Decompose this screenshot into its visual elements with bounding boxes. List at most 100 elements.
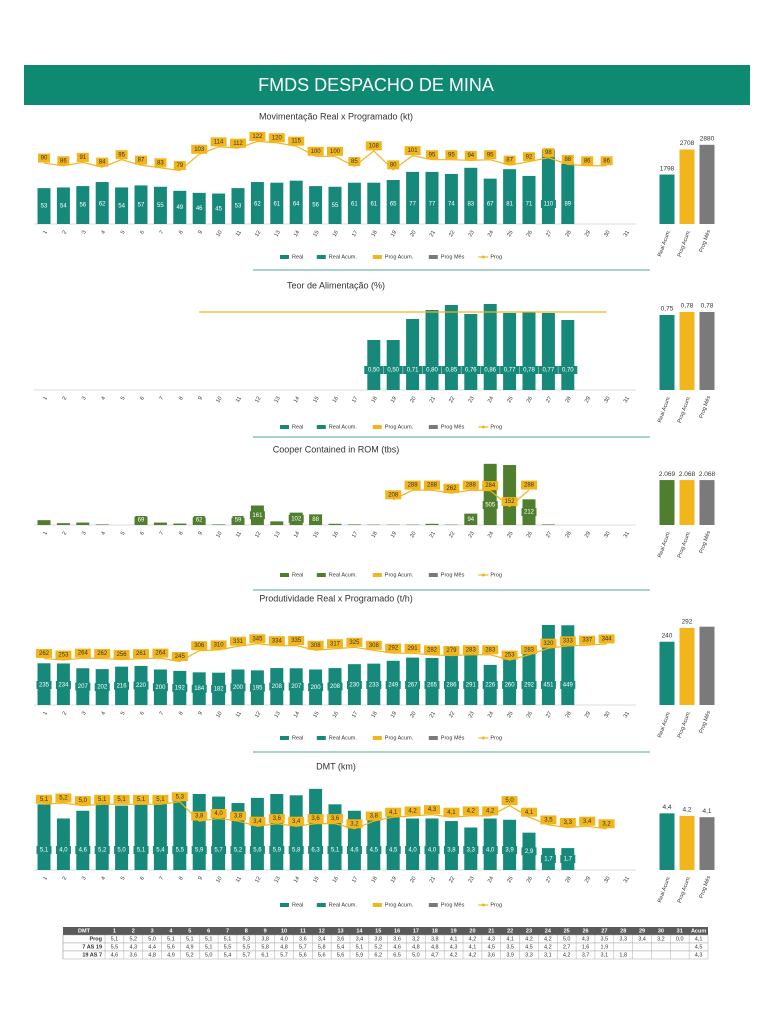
bar-label-bg — [558, 366, 578, 374]
summary-category: Prog Mês — [699, 710, 713, 734]
prog-label-bg — [365, 640, 382, 650]
bar-label-bg — [422, 366, 442, 374]
prog-label: 292 — [388, 646, 399, 652]
table-cell: 4,2 — [544, 944, 552, 950]
prog-label-bg — [154, 158, 167, 168]
bar-label-bg — [405, 681, 421, 689]
bar-label-bg — [327, 682, 343, 691]
summary-category: Prog Mês — [699, 875, 713, 899]
table-cell: 3,5 — [601, 936, 609, 942]
prog-label-bg — [464, 150, 477, 160]
bar-label-bg — [55, 681, 71, 689]
x-tick-label: 27 — [545, 396, 553, 404]
prog-label-bg — [385, 807, 402, 817]
bar-label: 4,0 — [486, 848, 495, 854]
bar-label: 200 — [155, 685, 166, 691]
x-tick-label: 7 — [159, 396, 166, 402]
x-tick-label: 7 — [159, 876, 166, 882]
bar-label-bg — [288, 682, 304, 691]
bar-label-bg — [502, 681, 518, 689]
bar-label-bg — [75, 682, 91, 691]
legend-swatch — [372, 573, 382, 577]
prog-label: 120 — [272, 135, 283, 141]
legend-label: Prog — [490, 254, 502, 260]
table-cell: 3,1 — [601, 952, 609, 958]
prog-label: 84 — [99, 160, 106, 166]
bar-label: 56 — [312, 203, 319, 209]
bar-label-bg — [346, 846, 362, 854]
bar-label-bg — [445, 200, 457, 208]
x-tick-label: 3 — [81, 230, 88, 236]
prog-label: 279 — [446, 648, 457, 654]
table-cell: 4,5 — [695, 944, 703, 950]
bar-label: 212 — [524, 510, 535, 516]
table-cell: 5,1 — [205, 944, 213, 950]
bar — [541, 624, 555, 705]
prog-label-bg — [501, 650, 518, 660]
summary-category: Real Acum. — [657, 875, 672, 904]
table-cell: 3,3 — [525, 952, 533, 958]
bar-label: 5,9 — [273, 848, 282, 854]
bar-label: 233 — [369, 683, 380, 689]
x-tick-label: 25 — [506, 876, 514, 884]
prog-label: 5,3 — [176, 794, 185, 800]
bar-label: 1,7 — [564, 857, 573, 863]
x-tick-label: 20 — [409, 230, 417, 238]
bar-label-bg — [424, 846, 440, 854]
x-tick-label: 20 — [409, 876, 417, 884]
x-tick-label: 17 — [351, 531, 359, 539]
x-tick-label: 17 — [351, 396, 359, 404]
bar-label-bg — [36, 681, 52, 689]
table-header-cell: 24 — [545, 928, 552, 934]
prog-label: 3,3 — [564, 820, 573, 826]
legend-swatch — [428, 736, 438, 740]
bar-label-bg — [329, 201, 341, 210]
x-tick-label: 25 — [506, 230, 514, 238]
bar-label: 291 — [466, 683, 477, 689]
table-cell: 4,8 — [431, 944, 439, 950]
summary-label: 2.068 — [699, 471, 716, 478]
x-tick-label: 30 — [603, 230, 611, 238]
x-tick-label: 26 — [526, 396, 534, 404]
prog-label: 291 — [408, 646, 419, 652]
x-tick-label: 19 — [390, 876, 398, 884]
prog-label-bg — [559, 818, 576, 827]
x-tick-label: 13 — [274, 711, 282, 719]
prog-label: 103 — [194, 147, 205, 153]
table-cell: 5,0 — [148, 936, 156, 942]
bar-label-bg — [133, 681, 149, 690]
x-tick-label: 26 — [526, 876, 534, 884]
bar — [270, 794, 284, 870]
table-cell: 5,2 — [186, 952, 194, 958]
prog-label-bg — [36, 648, 52, 658]
bar-label: 216 — [117, 683, 128, 689]
x-tick-label: 15 — [312, 711, 320, 719]
table-cell: 0,0 — [676, 936, 684, 942]
bar-label: 5,9 — [195, 848, 204, 854]
bar — [464, 314, 478, 390]
table-cell: 4,8 — [148, 952, 156, 958]
x-tick-label: 13 — [274, 230, 282, 238]
bar-label-bg — [465, 200, 477, 208]
x-tick-label: 4 — [100, 396, 107, 402]
prog-label: 152 — [505, 499, 516, 505]
x-tick-label: 10 — [215, 230, 223, 238]
table-cell: 5,6 — [299, 952, 307, 958]
table-cell: 5,6 — [167, 944, 175, 950]
prog-label: 86 — [60, 158, 67, 164]
table-cell: 6,5 — [393, 952, 401, 958]
prog-label: 3,6 — [273, 816, 282, 822]
prog-label: 5,0 — [79, 798, 88, 804]
bar-label-bg — [249, 511, 265, 520]
x-tick-label: 31 — [623, 876, 631, 884]
summary-category: Real Acum. — [657, 710, 672, 739]
prog-label-bg — [152, 648, 169, 658]
x-tick-label: 29 — [584, 531, 592, 539]
x-tick-label: 29 — [584, 230, 592, 238]
table-cell: 4,6 — [111, 952, 119, 958]
bar-label: 451 — [543, 683, 554, 689]
table-cell: 2,7 — [563, 944, 571, 950]
bar-label: 5,8 — [292, 848, 301, 854]
bar-label-bg — [443, 846, 459, 854]
bar — [367, 340, 381, 390]
